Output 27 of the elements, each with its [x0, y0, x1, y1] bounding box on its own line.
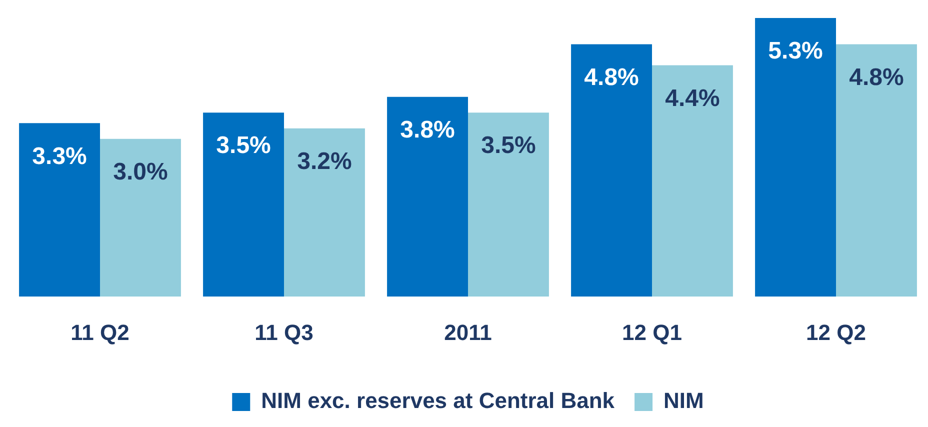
- bar: [19, 123, 100, 297]
- data-label: 4.8%: [584, 64, 639, 91]
- data-label: 3.5%: [216, 132, 271, 160]
- data-label: 4.8%: [849, 64, 904, 91]
- data-label: 4.4%: [665, 84, 720, 112]
- data-label: 3.8%: [400, 116, 455, 144]
- data-label: 5.3%: [768, 38, 823, 65]
- bar: [755, 18, 836, 297]
- bar: [100, 138, 181, 297]
- bar: [203, 112, 284, 297]
- bar: [571, 44, 652, 297]
- data-label: 3.0%: [113, 158, 168, 186]
- legend-label: NIM: [664, 388, 704, 414]
- legend-label: NIM exc. reserves at Central Bank: [261, 388, 616, 414]
- x-tick-label: 12 Q2: [806, 320, 866, 345]
- bar: [652, 65, 733, 297]
- bar: [836, 44, 917, 297]
- x-tick-label: 12 Q1: [622, 320, 682, 345]
- x-tick-label: 11 Q3: [254, 320, 314, 345]
- data-label: 3.2%: [297, 148, 352, 176]
- data-label: 3.5%: [481, 132, 536, 160]
- bar: [468, 112, 549, 297]
- data-label: 3.3%: [32, 142, 87, 170]
- bar: [284, 128, 365, 297]
- x-tick-label: 11 Q2: [70, 320, 130, 345]
- x-tick-label: 2011: [444, 320, 492, 345]
- bar: [387, 96, 468, 297]
